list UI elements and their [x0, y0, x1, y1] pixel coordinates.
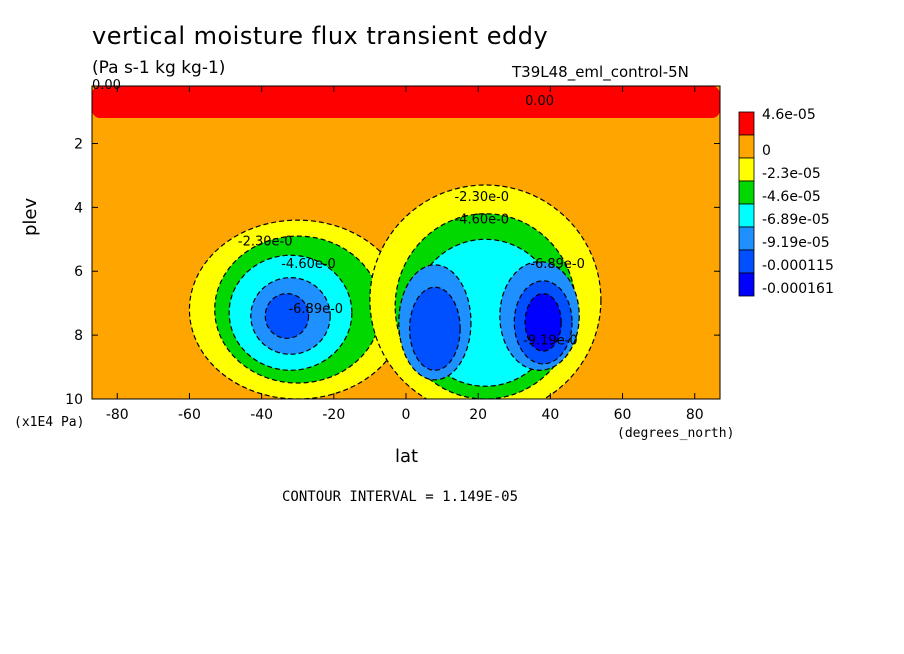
legend-label: -2.3e-05 [762, 166, 821, 182]
contour-label: 0.00 [92, 78, 121, 93]
x-axis-units: (degrees_north) [617, 426, 735, 441]
y-tick-label: 10 [65, 392, 83, 408]
contour-region-14 [524, 293, 562, 352]
x-tick-label: -60 [178, 407, 201, 423]
legend-swatch [738, 157, 755, 182]
contour-fields [92, 86, 720, 399]
legend-label: -0.000115 [762, 258, 834, 274]
x-tick-label: -40 [250, 407, 273, 423]
legend-label: -4.6e-05 [762, 189, 821, 205]
contour-label: -6.89e-0 [288, 302, 343, 317]
x-tick-label: 60 [614, 407, 632, 423]
legend-label: -6.89e-05 [762, 212, 830, 228]
legend-label: -0.000161 [762, 281, 834, 297]
legend-label: 0 [762, 143, 771, 159]
x-tick-label: 80 [686, 407, 704, 423]
contour-label: -2.30e-0 [238, 235, 293, 250]
y-tick-label: 6 [74, 264, 83, 280]
chart-units: (Pa s-1 kg kg-1) [92, 58, 226, 78]
x-tick-label: 0 [402, 407, 411, 423]
legend-swatch [738, 180, 755, 205]
legend-label: -9.19e-05 [762, 235, 830, 251]
contour-region-6 [264, 293, 310, 339]
legend-swatch [738, 134, 755, 159]
contour-label: -2.30e-0 [454, 190, 509, 205]
contour-label: -4.60e-0 [454, 212, 509, 227]
x-axis-label: lat [395, 446, 419, 467]
contour-region-12 [409, 286, 461, 371]
x-tick-label: 20 [469, 407, 487, 423]
legend-swatch [738, 226, 755, 251]
contour-label: 0.00 [525, 94, 554, 109]
y-tick-label: 2 [74, 136, 83, 152]
x-tick-label: -20 [322, 407, 345, 423]
y-axis-units: (x1E4 Pa) [14, 415, 85, 430]
y-tick-label: 8 [74, 328, 83, 344]
legend-swatch [738, 249, 755, 274]
dataset-label: T39L48_eml_control-5N [512, 63, 689, 81]
legend-swatch [738, 203, 755, 228]
legend-swatch [738, 111, 755, 136]
legend-swatch [738, 272, 755, 297]
x-tick-label: -80 [106, 407, 129, 423]
y-tick-label: 4 [74, 200, 83, 216]
contour-label: -6.89e-0 [530, 257, 585, 272]
contour-interval: CONTOUR INTERVAL = 1.149E-05 [282, 489, 519, 505]
x-tick-label: 40 [541, 407, 559, 423]
contour-label: -9.19e-0 [523, 334, 578, 349]
legend-label: 4.6e-05 [762, 107, 816, 123]
chart-title: vertical moisture flux transient eddy [92, 22, 549, 50]
contour-region-1 [92, 86, 720, 118]
contour-label: -4.60e-0 [281, 257, 336, 272]
